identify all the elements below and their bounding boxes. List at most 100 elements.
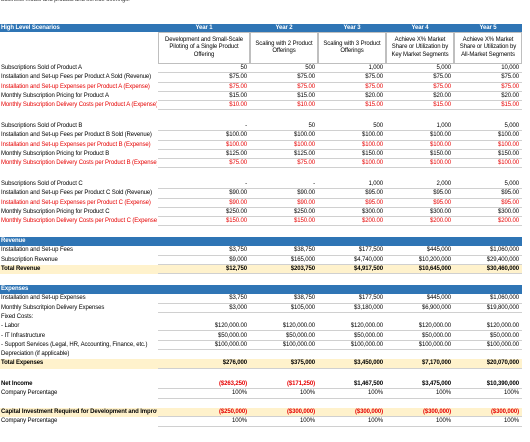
- row-value: $150.00: [318, 150, 386, 160]
- row-value: 50: [250, 122, 318, 132]
- row-value: $10.00: [250, 101, 318, 111]
- row-value: $7,170,000: [386, 359, 454, 369]
- row-value: 100%: [318, 389, 386, 399]
- row-value: $120,000.00: [386, 322, 454, 332]
- row-value: $15.00: [386, 101, 454, 111]
- row-value: 100%: [386, 417, 454, 427]
- row-value: $75.00: [158, 73, 250, 83]
- row-label: Monthly Subscription Pricing for Product…: [1, 208, 110, 215]
- row-value: $100.00: [158, 131, 250, 141]
- row-value: $90.00: [250, 199, 318, 208]
- row-value: $250.00: [250, 208, 318, 218]
- row-value: $4,917,500: [318, 265, 386, 275]
- row-label: Fixed Costs:: [1, 313, 34, 320]
- row-value: $100.00: [386, 159, 454, 169]
- year-header: Year 2: [250, 24, 318, 32]
- row-value: 5,000: [454, 180, 522, 190]
- row-value: $50,000.00: [454, 332, 522, 341]
- row-value: 100%: [454, 417, 522, 427]
- row-label: Subscriptions Sold of Product B: [1, 123, 83, 129]
- row-value: $19,800,000: [454, 304, 522, 313]
- row-value: $177,500: [318, 246, 386, 256]
- row-label: Monthly Subscription Pricing for Product…: [1, 150, 110, 157]
- row-label: Installation and Set-up Expenses per Pro…: [1, 199, 151, 206]
- row-value: 100%: [158, 389, 250, 399]
- year-header: Year 5: [454, 24, 522, 32]
- row-value: $125.00: [250, 150, 318, 160]
- row-highlight: [0, 264, 522, 275]
- row-value: $3,180,000: [318, 304, 386, 313]
- row-value: $100,000.00: [386, 341, 454, 351]
- row-value: $95.00: [386, 199, 454, 208]
- row-label: Depreciation (if applicable): [1, 351, 70, 358]
- row-label: Monthly Subscritpion Delivery Expenses: [1, 304, 105, 311]
- row-value: $120,000.00: [250, 322, 318, 332]
- year-header: Year 4: [386, 24, 454, 32]
- row-value: $38,750: [250, 294, 318, 304]
- row-value: 100%: [318, 417, 386, 427]
- row-value: 100%: [386, 389, 454, 399]
- row-value: $3,750: [158, 246, 250, 256]
- row-value: $75.00: [386, 73, 454, 83]
- row-label: - Labor: [1, 323, 20, 330]
- row-value: $95.00: [318, 189, 386, 199]
- row-value: $120,000.00: [158, 322, 250, 332]
- row-value: $30,460,000: [454, 265, 522, 275]
- row-value: $10,390,000: [454, 380, 522, 390]
- row-value: $75.00: [250, 159, 318, 169]
- row-value: $100.00: [454, 141, 522, 150]
- row-value: $100.00: [386, 141, 454, 150]
- row-value: $100.00: [158, 141, 250, 150]
- row-label: Installation and Set-up Expenses: [1, 295, 86, 302]
- row-value: $15.00: [250, 92, 318, 102]
- row-highlight: [0, 359, 522, 369]
- row-value: $100.00: [250, 131, 318, 141]
- row-value: $165,000: [250, 256, 318, 265]
- row-value: ($263,250): [158, 380, 250, 390]
- row-value: $276,000: [158, 359, 250, 369]
- row-value: $90.00: [158, 199, 250, 208]
- row-label: Installation and Set-up Expenses per Pro…: [1, 141, 151, 148]
- row-value: $4,740,000: [318, 256, 386, 265]
- row-value: $375,000: [250, 359, 318, 369]
- row-value: $445,000: [386, 294, 454, 304]
- row-value: ($250,000): [158, 408, 250, 418]
- section-title: Revenue: [0, 237, 158, 247]
- row-value: $10,200,000: [386, 256, 454, 265]
- row-value: $150.00: [386, 150, 454, 160]
- row-value: $200.00: [454, 217, 522, 227]
- row-value: -: [250, 180, 318, 190]
- row-label: Installation and Set-up Fees per Product…: [1, 190, 153, 197]
- row-value: $3,000: [158, 304, 250, 313]
- row-value: $3,750: [158, 294, 250, 304]
- row-label: Subscription Revenue: [1, 256, 58, 263]
- row-value: ($300,000): [318, 408, 386, 418]
- row-label: Capital Investment Required for Developm…: [1, 409, 157, 415]
- row-value: 1,000: [386, 122, 454, 132]
- row-value: 1,000: [318, 180, 386, 190]
- row-value: $15.00: [454, 101, 522, 111]
- row-value: $1,467,500: [318, 380, 386, 390]
- row-value: $95.00: [318, 199, 386, 208]
- row-value: $150.00: [250, 217, 318, 227]
- row-value: $29,400,000: [454, 256, 522, 265]
- row-value: 100%: [158, 417, 250, 427]
- row-value: $75.00: [158, 83, 250, 92]
- row-value: $100.00: [318, 131, 386, 141]
- row-label: Monthly Subscription Pricing for Product…: [1, 92, 109, 99]
- row-label: Installation and Set-up Fees per Product…: [1, 74, 152, 81]
- row-value: $50,000.00: [158, 332, 250, 341]
- row-value: $120,000.00: [454, 322, 522, 332]
- row-value: $120,000.00: [318, 322, 386, 332]
- row-value: ($171,250): [250, 380, 318, 390]
- row-value: $95.00: [454, 199, 522, 208]
- row-value: $177,500: [318, 294, 386, 304]
- row-value: $150.00: [454, 150, 522, 160]
- row-value: ($300,000): [386, 408, 454, 418]
- scenario: Scaling with 3 Product Offerings: [318, 32, 386, 64]
- row-label: Monthly Subscription Delivery Costs per …: [1, 160, 157, 167]
- row-value: $20,070,000: [454, 359, 522, 369]
- row-value: $100.00: [318, 159, 386, 169]
- row-value: $15.00: [318, 101, 386, 111]
- row-value: $100,000.00: [318, 341, 386, 351]
